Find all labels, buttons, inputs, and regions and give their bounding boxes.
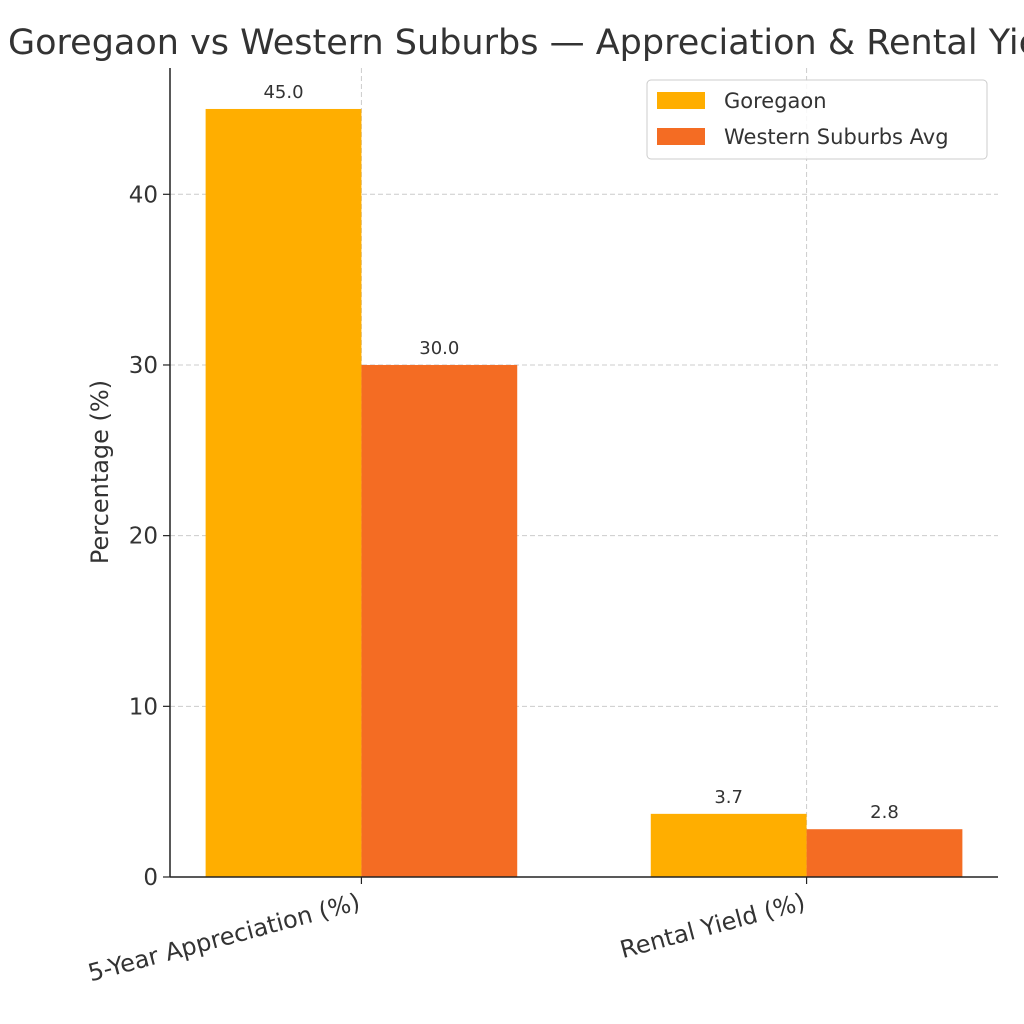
y-tick-label: 10 [129, 694, 158, 720]
bars [205, 108, 963, 877]
data-label: 2.8 [870, 802, 899, 823]
y-tick-label: 20 [129, 524, 158, 550]
chart-title: Goregaon vs Western Suburbs — Appreciati… [8, 23, 1024, 63]
data-label: 45.0 [263, 82, 303, 103]
x-tick-label: Rental Yield (%) [617, 888, 808, 964]
legend: Goregaon Western Suburbs Avg [646, 79, 988, 160]
y-axis-label: Percentage (%) [86, 380, 114, 564]
y-tick-label: 0 [143, 865, 158, 891]
data-label: 3.7 [714, 787, 743, 808]
bar [806, 829, 963, 877]
legend-swatch [657, 92, 705, 109]
data-labels: 45.0 3.7 30.0 2.8 [263, 82, 898, 823]
x-tick-label: 5-Year Appreciation (%) [85, 888, 363, 988]
y-tick-label: 40 [129, 182, 158, 208]
data-label: 30.0 [419, 338, 459, 359]
bar [650, 813, 807, 877]
bar [361, 364, 518, 877]
bar [205, 108, 362, 877]
y-tick-label: 30 [129, 353, 158, 379]
legend-swatch [657, 128, 705, 145]
legend-label: Goregaon [724, 89, 827, 113]
legend-label: Western Suburbs Avg [724, 125, 949, 149]
legend-box [646, 79, 988, 160]
